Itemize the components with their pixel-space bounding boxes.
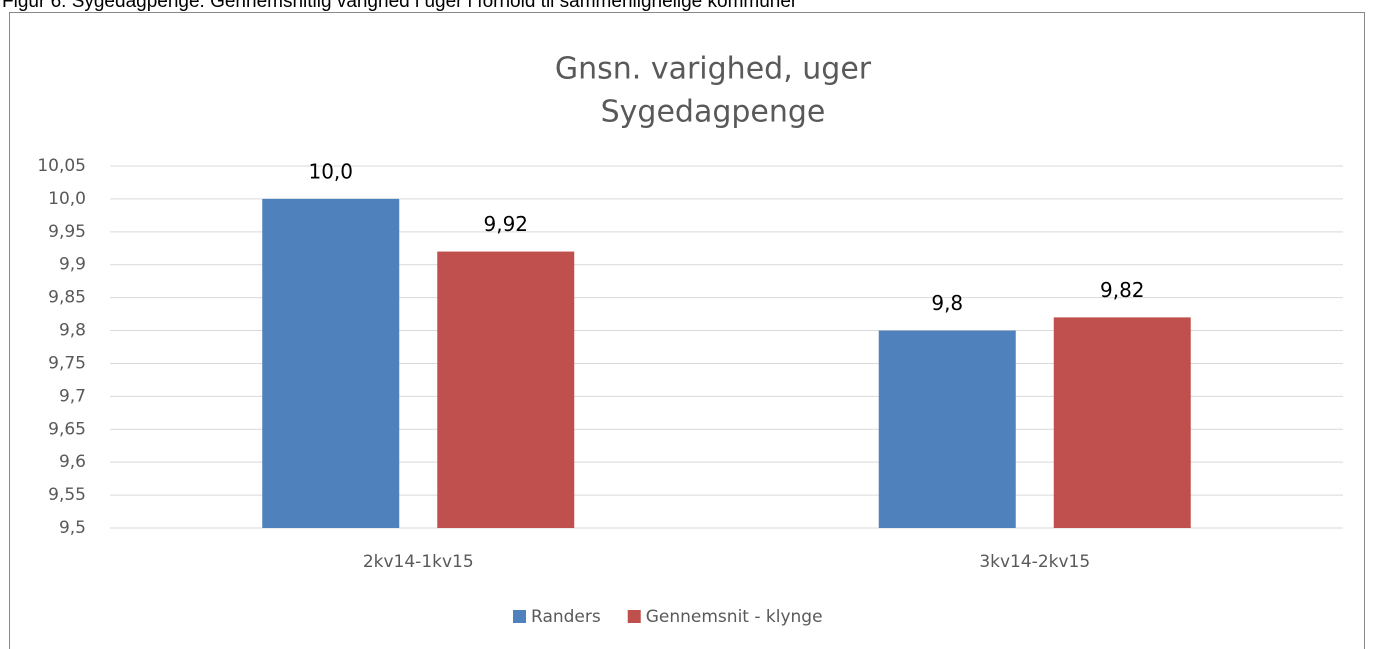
data-label: 9,92 (483, 212, 528, 236)
y-tick-label: 9,85 (48, 288, 86, 308)
bar (878, 330, 1016, 528)
y-tick-label: 9,9 (59, 255, 86, 275)
x-tick-label: 2kv14-1kv15 (363, 552, 474, 572)
legend-label: Gennemsnit - klynge (646, 607, 823, 627)
bar (262, 198, 400, 528)
y-tick-label: 9,95 (48, 222, 86, 242)
caption: Figur 6: Sygedagpenge: Gennemsnitlig var… (2, 0, 798, 12)
data-label: 9,8 (931, 291, 963, 315)
y-tick-label: 9,55 (48, 485, 86, 505)
data-label: 10,0 (308, 159, 353, 183)
chart-title: Gnsn. varighed, uger (555, 52, 872, 87)
y-tick-label: 9,5 (59, 518, 86, 538)
bar (437, 251, 575, 528)
y-tick-label: 9,75 (48, 353, 86, 373)
data-label: 9,82 (1100, 278, 1145, 302)
y-tick-label: 9,8 (59, 321, 86, 341)
y-tick-label: 9,7 (59, 386, 86, 406)
legend-swatch (513, 610, 526, 623)
y-tick-label: 9,65 (48, 419, 86, 439)
y-tick-label: 9,6 (59, 452, 86, 472)
legend-label: Randers (531, 607, 601, 627)
bar (1053, 317, 1191, 528)
x-tick-label: 3kv14-2kv15 (979, 552, 1090, 572)
legend-swatch (627, 610, 641, 623)
y-tick-label: 10,05 (37, 156, 86, 176)
chart-subtitle: Sygedagpenge (601, 95, 826, 130)
y-tick-label: 10,0 (48, 189, 86, 209)
